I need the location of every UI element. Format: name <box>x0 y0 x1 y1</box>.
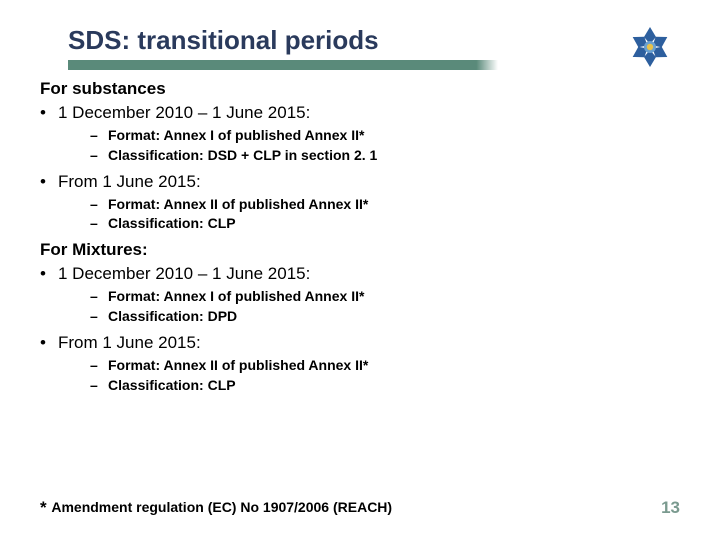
bullet-level2: Classification: CLP <box>40 376 680 395</box>
content-area: For substances 1 December 2010 – 1 June … <box>40 78 680 395</box>
bullet-group: 1 December 2010 – 1 June 2015: Format: A… <box>40 102 680 165</box>
bullet-level1: From 1 June 2015: <box>40 332 680 355</box>
flower-logo-icon <box>625 22 675 72</box>
slide-title: SDS: transitional periods <box>68 25 680 56</box>
title-underline <box>68 60 498 70</box>
footnote: * Amendment regulation (EC) No 1907/2006… <box>40 499 392 516</box>
footnote-text: Amendment regulation (EC) No 1907/2006 (… <box>51 499 392 515</box>
title-block: SDS: transitional periods <box>40 25 680 70</box>
page-number: 13 <box>661 498 680 518</box>
bullet-group: 1 December 2010 – 1 June 2015: Format: A… <box>40 263 680 326</box>
bullet-level2: Format: Annex I of published Annex II* <box>40 287 680 306</box>
bullet-group: From 1 June 2015: Format: Annex II of pu… <box>40 332 680 395</box>
bullet-level2: Classification: DSD + CLP in section 2. … <box>40 146 680 165</box>
bullet-level2: Format: Annex II of published Annex II* <box>40 356 680 375</box>
section-heading: For substances <box>40 78 680 101</box>
slide: SDS: transitional periods For substances… <box>0 0 720 540</box>
bullet-level2: Classification: DPD <box>40 307 680 326</box>
bullet-level1: 1 December 2010 – 1 June 2015: <box>40 102 680 125</box>
bullet-group: From 1 June 2015: Format: Annex II of pu… <box>40 171 680 234</box>
bullet-level2: Format: Annex I of published Annex II* <box>40 126 680 145</box>
bullet-level2: Format: Annex II of published Annex II* <box>40 195 680 214</box>
bullet-level1: From 1 June 2015: <box>40 171 680 194</box>
bullet-level2: Classification: CLP <box>40 214 680 233</box>
section-heading: For Mixtures: <box>40 239 680 262</box>
bullet-level1: 1 December 2010 – 1 June 2015: <box>40 263 680 286</box>
